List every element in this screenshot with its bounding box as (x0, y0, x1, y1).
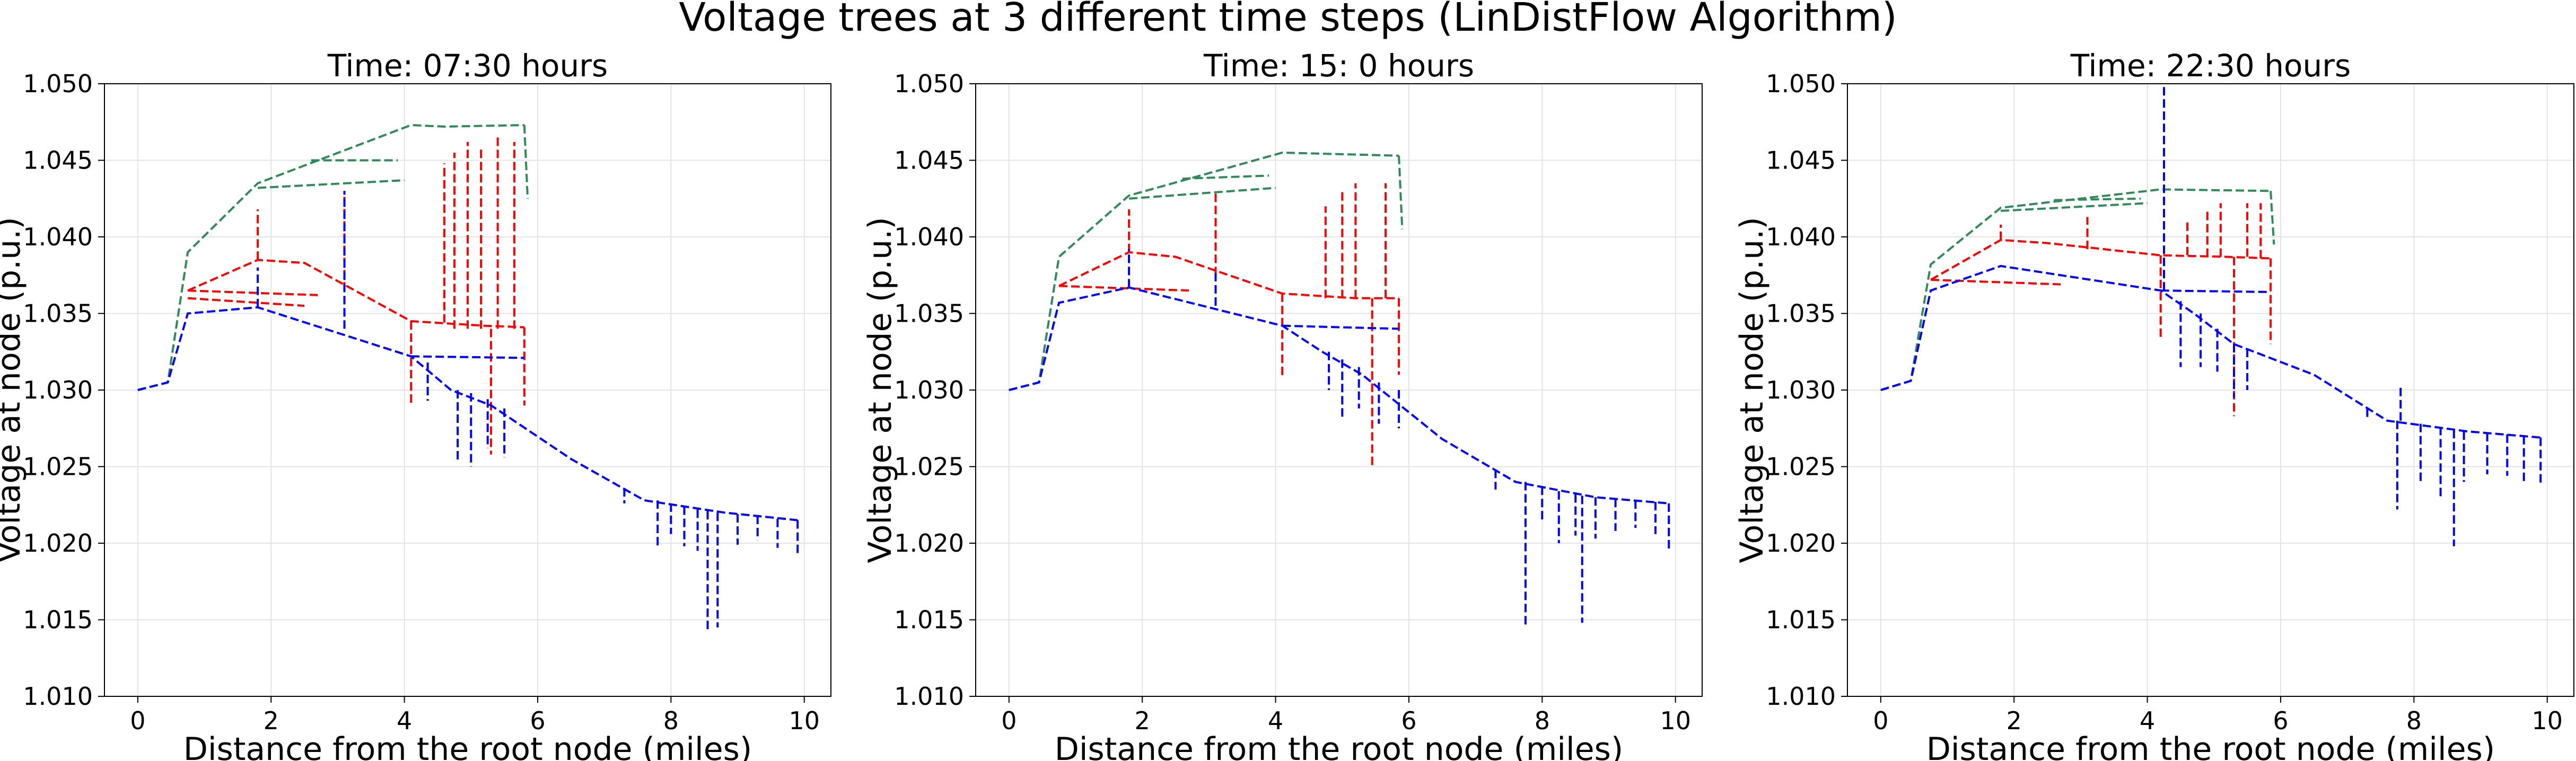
x-tick-label: 0 (1873, 706, 1888, 735)
series-line (187, 259, 524, 329)
y-tick-label: 1.015 (1766, 606, 1836, 634)
chart-panel-0730: 0 2 4 6 8 10 1.010 1.015 1.020 1.025 1.030 1.035 1.0… (0, 48, 831, 761)
y-tick-label: 1.040 (1766, 223, 1836, 251)
series-line (187, 297, 305, 307)
y-tick-label: 1.050 (1766, 69, 1836, 98)
y-tick-label: 1.030 (1766, 376, 1836, 404)
chart-title: Time: 07:30 hours (327, 48, 608, 84)
series-line (1182, 174, 1269, 180)
series-line (1009, 151, 1399, 391)
y-axis-label: Voltage at node (p.u.) (862, 217, 899, 563)
y-tick-label: 1.020 (1766, 529, 1836, 558)
series-line (1931, 278, 2061, 286)
y-tick-label: 1.025 (1766, 453, 1836, 481)
x-tick-label: 4 (397, 706, 412, 735)
x-tick-label: 10 (788, 706, 820, 735)
x-tick-label: 8 (1535, 706, 1550, 735)
series-line (2160, 289, 2271, 293)
series-line (1059, 285, 1189, 292)
y-tick-label: 1.050 (23, 69, 93, 98)
y-tick-label: 1.010 (23, 682, 93, 711)
chart-title: Time: 22:30 hours (2070, 48, 2351, 84)
y-tick-label: 1.025 (23, 453, 93, 481)
x-tick-label: 10 (2531, 706, 2563, 735)
y-tick-label: 1.040 (23, 223, 93, 251)
y-tick-label: 1.015 (23, 606, 93, 634)
series-line (1398, 155, 1404, 229)
series-line (1930, 238, 2271, 281)
x-tick-label: 4 (2140, 706, 2155, 735)
series-line (1058, 251, 1399, 299)
y-tick-label: 1.030 (894, 376, 964, 404)
y-tick-label: 1.050 (894, 69, 964, 98)
x-tick-label: 4 (1268, 706, 1283, 735)
series-line (1282, 324, 1399, 330)
y-tick-label: 1.045 (1766, 146, 1836, 175)
x-tick-label: 6 (530, 706, 545, 735)
x-tick-label: 6 (2273, 706, 2288, 735)
chart-panel-2230: 0 2 4 6 8 10 1.010 1.015 1.020 1.025 1.030 1.035 1.0… (1733, 48, 2574, 761)
y-tick-label: 1.045 (23, 146, 93, 175)
series-line (1880, 264, 2541, 439)
series-line (411, 355, 524, 359)
series-line (2000, 202, 2148, 212)
series-line (1009, 286, 1669, 505)
series-line (2270, 191, 2275, 245)
y-tick-label: 1.035 (894, 299, 964, 328)
y-tick-label: 1.020 (23, 529, 93, 558)
y-tick-label: 1.030 (23, 376, 93, 404)
series-line (188, 289, 318, 296)
x-tick-label: 2 (264, 706, 279, 735)
series-line (2054, 197, 2141, 201)
series-line (257, 179, 405, 189)
series-line (1880, 188, 2271, 391)
x-tick-label: 10 (1660, 706, 1691, 735)
figure-title: Voltage trees at 3 different time steps … (679, 0, 1897, 40)
chart-panel-1500: 0 2 4 6 8 10 1.010 1.015 1.020 1.025 1.030 1.035 1.0… (862, 48, 1703, 761)
y-axis-label: Voltage at node (p.u.) (1733, 217, 1771, 563)
x-tick-label: 0 (130, 706, 145, 735)
x-tick-label: 8 (663, 706, 679, 735)
y-axis-label: Voltage at node (p.u.) (0, 217, 28, 563)
x-axis-label: Distance from the root node (miles) (1926, 731, 2495, 761)
y-tick-label: 1.045 (894, 146, 964, 175)
x-tick-label: 2 (1135, 706, 1150, 735)
series-line (523, 125, 529, 199)
y-tick-label: 1.015 (894, 606, 964, 634)
y-tick-label: 1.025 (894, 453, 964, 481)
x-tick-label: 2 (2007, 706, 2022, 735)
x-tick-label: 6 (1401, 706, 1416, 735)
x-tick-label: 0 (1001, 706, 1017, 735)
chart-title: Time: 15: 0 hours (1203, 48, 1474, 84)
y-tick-label: 1.020 (894, 529, 964, 558)
y-tick-label: 1.040 (894, 223, 964, 251)
x-axis-label: Distance from the root node (miles) (183, 731, 752, 761)
y-tick-label: 1.010 (1766, 682, 1836, 711)
y-tick-label: 1.010 (894, 682, 964, 711)
series-line (137, 306, 798, 521)
x-axis-label: Distance from the root node (miles) (1055, 731, 1624, 761)
y-tick-label: 1.035 (1766, 299, 1836, 328)
series-line (1128, 187, 1276, 200)
series-line (137, 123, 524, 391)
x-tick-label: 8 (2406, 706, 2422, 735)
y-tick-label: 1.035 (23, 299, 93, 328)
